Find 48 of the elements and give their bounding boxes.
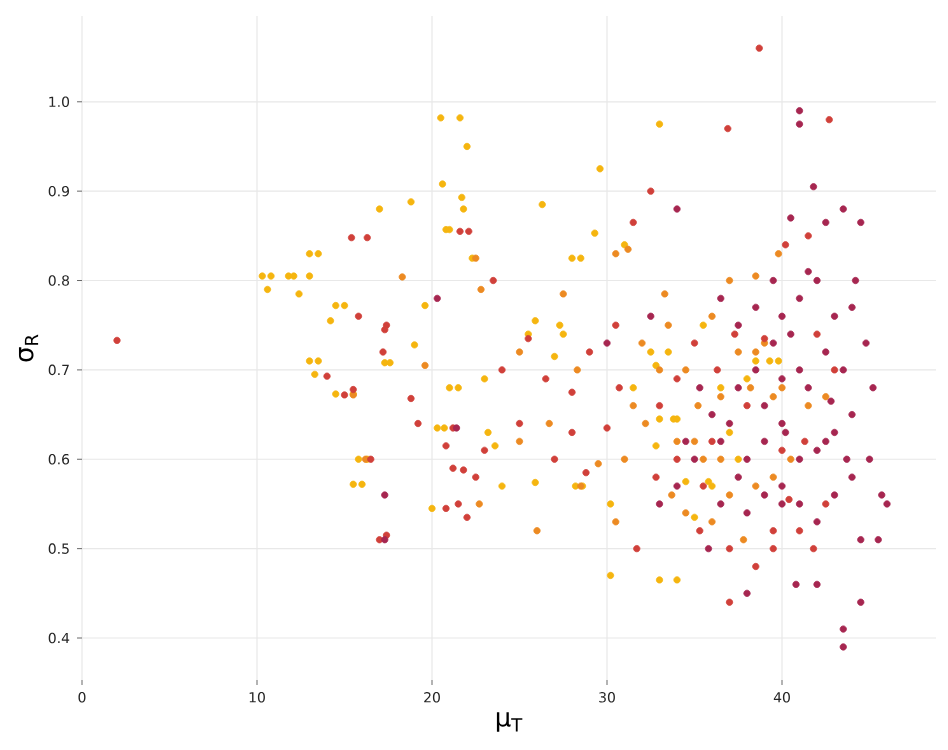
point [725, 276, 734, 285]
point [690, 437, 699, 445]
point [668, 491, 676, 499]
point [822, 393, 830, 401]
point [774, 250, 783, 258]
point [515, 348, 524, 356]
point [739, 536, 748, 544]
point [682, 509, 690, 517]
point [752, 272, 760, 280]
point [708, 312, 716, 320]
point [682, 366, 690, 374]
point [708, 518, 716, 526]
point [515, 437, 524, 445]
point [673, 437, 681, 445]
point [638, 339, 646, 347]
point [804, 402, 812, 410]
point [545, 419, 553, 428]
point [612, 250, 620, 258]
point [594, 460, 602, 468]
point [559, 290, 567, 298]
point [421, 361, 429, 370]
point [620, 455, 629, 463]
point [477, 285, 485, 294]
y-axis-title: σ$_{R}$ [18, 334, 39, 362]
point [778, 384, 786, 392]
point [746, 384, 755, 392]
point [398, 273, 406, 281]
point [573, 366, 581, 374]
point [629, 402, 637, 410]
point [655, 366, 664, 374]
point [699, 455, 707, 463]
point [752, 348, 760, 356]
point [717, 393, 725, 401]
point [612, 518, 620, 526]
x-axis-title: μ$_{T}$ [496, 712, 523, 732]
point [769, 393, 777, 401]
point [725, 491, 734, 499]
point [533, 527, 541, 535]
point [664, 321, 672, 329]
point [475, 500, 483, 508]
point [694, 402, 702, 410]
point [734, 348, 742, 356]
point [769, 473, 777, 481]
point [752, 482, 760, 490]
point [717, 455, 725, 463]
point [641, 419, 650, 428]
point [787, 455, 795, 463]
point [661, 290, 669, 298]
